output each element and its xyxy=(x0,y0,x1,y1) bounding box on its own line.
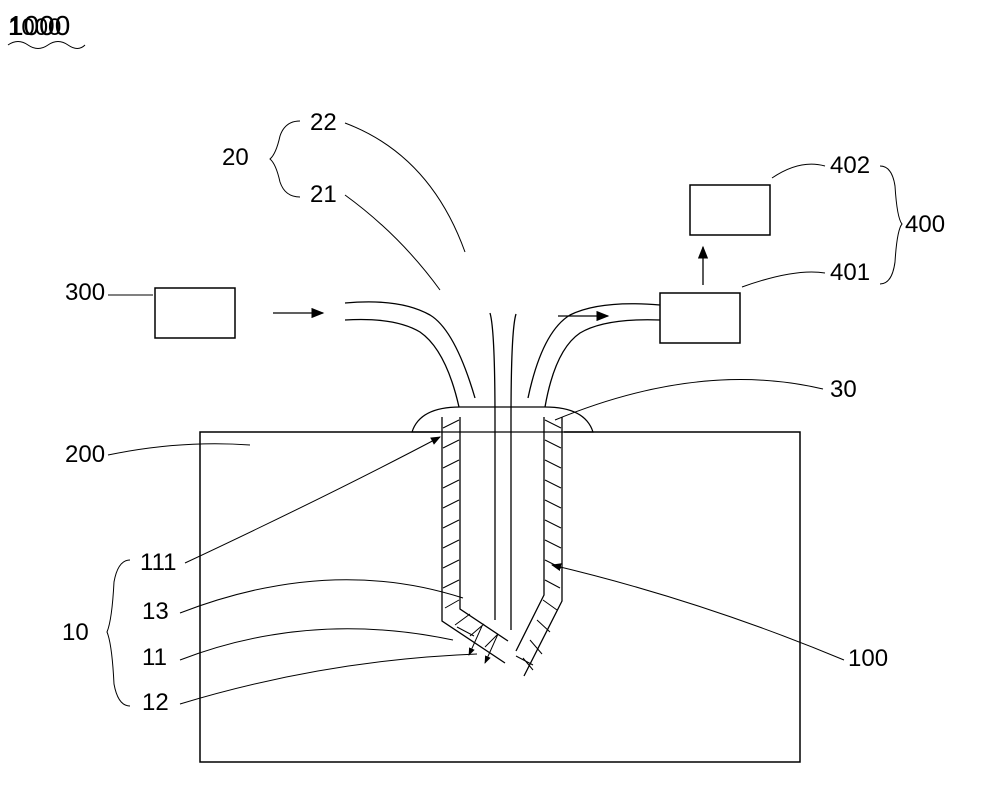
substrate-block xyxy=(200,432,800,762)
label-21: 21 xyxy=(310,181,337,208)
flow-arrows xyxy=(273,247,703,316)
label-200: 200 xyxy=(65,441,105,468)
label-111: 111 xyxy=(140,549,176,576)
label-1000: 1000 xyxy=(8,14,61,41)
label-400: 400 xyxy=(905,211,945,238)
label-100: 100 xyxy=(848,645,888,672)
box-402 xyxy=(690,185,770,235)
figure-number-underline xyxy=(8,42,85,49)
leader-lines xyxy=(108,123,844,704)
box-300 xyxy=(155,288,235,338)
needle-assembly xyxy=(345,302,660,676)
label-30: 30 xyxy=(830,376,857,403)
label-402: 402 xyxy=(830,152,870,179)
label-12: 12 xyxy=(142,689,169,716)
hatching-right-tube xyxy=(523,420,561,670)
label-401: 401 xyxy=(830,259,870,286)
reference-labels: 1000 22 20 21 402 400 401 300 30 200 111 13 10 11 12 10… xyxy=(8,14,945,716)
label-10: 10 xyxy=(62,619,89,646)
hatching-left-tube xyxy=(443,420,498,647)
patent-diagram: 1000 1000 22 20 21 402 400 401 300 30 200 111 13 10 1… xyxy=(0,0,1000,785)
label-11: 11 xyxy=(142,644,167,671)
box-401 xyxy=(660,293,740,343)
label-20: 20 xyxy=(222,144,249,171)
label-22: 22 xyxy=(310,109,337,136)
label-300: 300 xyxy=(65,279,105,306)
label-13: 13 xyxy=(142,598,169,625)
brackets xyxy=(107,121,902,706)
